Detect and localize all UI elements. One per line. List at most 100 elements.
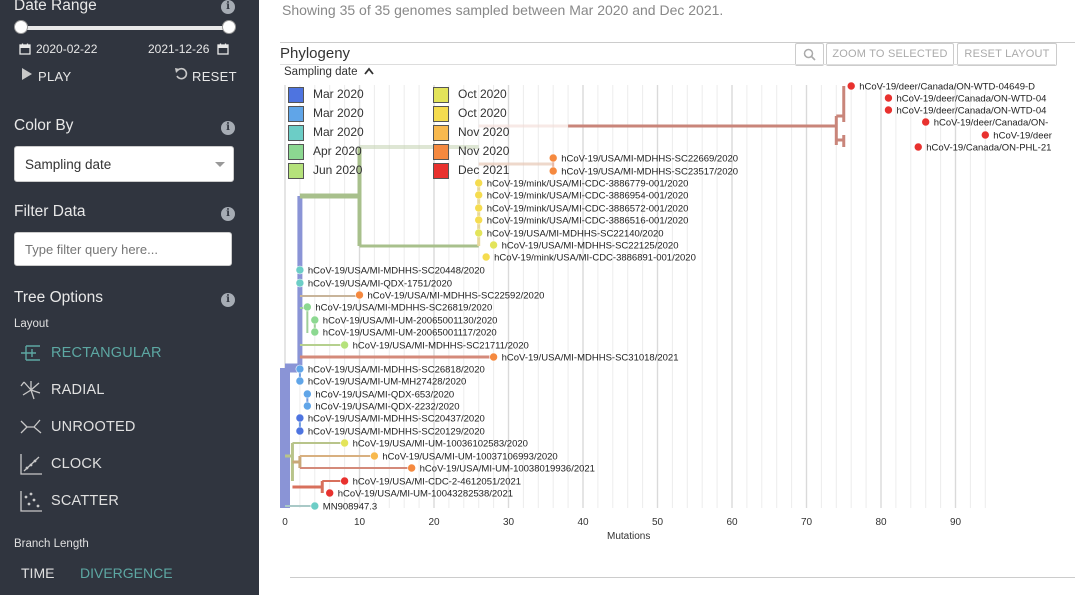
tip-marker[interactable] — [846, 81, 856, 91]
legend-title-toggle[interactable]: Sampling date — [284, 66, 374, 78]
legend-swatch[interactable] — [288, 125, 304, 141]
tip-label[interactable]: hCoV-19/USA/MI-QDX-2232/2020 — [315, 402, 459, 413]
tip-label[interactable]: hCoV-19/USA/MI-MDHHS-SC26818/2020 — [308, 365, 485, 376]
tip-marker[interactable] — [474, 190, 483, 200]
reset-button[interactable]: RESET — [174, 66, 237, 86]
tip-marker[interactable] — [474, 215, 483, 225]
tip-marker[interactable] — [921, 117, 931, 127]
play-button[interactable]: PLAY — [20, 66, 90, 86]
legend-label[interactable]: Apr 2020 — [313, 144, 362, 158]
legend-label[interactable]: Nov 2020 — [458, 144, 510, 158]
tip-marker[interactable] — [489, 240, 498, 250]
tip-marker[interactable] — [340, 438, 349, 448]
branch-time-button[interactable]: TIME — [21, 565, 55, 581]
legend-swatch[interactable] — [433, 125, 449, 141]
tip-label[interactable]: hCoV-19/USA/MI-MDHHS-SC21711/2020 — [353, 341, 529, 352]
date-range-end-handle[interactable] — [222, 20, 236, 34]
tip-label[interactable]: hCoV-19/USA/MI-UM-10037106993/2020 — [382, 452, 557, 463]
date-range-start[interactable]: 2020-02-22 — [36, 42, 98, 56]
tip-label[interactable]: hCoV-19/USA/MI-QDX-1751/2020 — [308, 279, 452, 290]
legend-label[interactable]: Mar 2020 — [313, 87, 364, 101]
legend-swatch[interactable] — [433, 163, 449, 179]
tip-marker[interactable] — [474, 203, 483, 213]
legend-swatch[interactable] — [288, 144, 304, 160]
tip-marker[interactable] — [884, 105, 893, 115]
filter-data-info-icon[interactable]: i — [221, 207, 235, 221]
tip-label[interactable]: hCoV-19/USA/MI-MDHHS-SC20437/2020 — [308, 414, 485, 425]
tip-label[interactable]: hCoV-19/USA/MI-MDHHS-SC22125/2020 — [502, 241, 679, 252]
date-range-slider[interactable] — [21, 26, 229, 30]
reset-layout-button[interactable]: RESET LAYOUT — [957, 43, 1057, 66]
tip-label[interactable]: hCoV-19/deer/Canada/ON-WTD-04649-D — [859, 82, 1035, 93]
tip-label[interactable]: hCoV-19/USA/MI-CDC-2-4612051/2021 — [353, 477, 521, 488]
legend-label[interactable]: Dec 2021 — [458, 163, 510, 177]
date-range-start-handle[interactable] — [14, 20, 28, 34]
tip-label[interactable]: hCoV-19/USA/MI-UM-20065001130/2020 — [323, 316, 498, 327]
legend-swatch[interactable] — [288, 163, 304, 179]
tree-options-info-icon[interactable]: i — [221, 293, 235, 307]
tip-marker[interactable] — [340, 476, 349, 486]
legend-label[interactable]: Oct 2020 — [458, 87, 507, 101]
tip-label[interactable]: hCoV-19/deer/Canada/ON-WTD-04 — [896, 94, 1046, 105]
tip-marker[interactable] — [340, 340, 349, 350]
tip-marker[interactable] — [303, 389, 312, 399]
layout-unrooted-button[interactable]: UNROOTED — [18, 415, 218, 441]
date-range-end[interactable]: 2021-12-26 — [148, 42, 210, 56]
layout-radial-button[interactable]: RADIAL — [18, 378, 218, 404]
tip-label[interactable]: hCoV-19/USA/MI-MDHHS-SC31018/2021 — [502, 353, 679, 364]
tip-marker[interactable] — [310, 315, 320, 325]
legend-swatch[interactable] — [433, 106, 449, 122]
legend-swatch[interactable] — [433, 144, 449, 160]
tip-label[interactable]: hCoV-19/mink/USA/MI-CDC-3886572-001/2020 — [487, 204, 689, 215]
tip-marker[interactable] — [370, 451, 379, 461]
tip-marker[interactable] — [310, 501, 320, 511]
tip-marker[interactable] — [548, 153, 558, 163]
tip-marker[interactable] — [310, 327, 320, 337]
tip-label[interactable]: hCoV-19/USA/MI-MDHHS-SC22669/2020 — [561, 154, 738, 165]
tip-marker[interactable] — [407, 463, 416, 473]
layout-scatter-button[interactable]: SCATTER — [18, 489, 218, 515]
legend-label[interactable]: Nov 2020 — [458, 125, 510, 139]
tip-marker[interactable] — [325, 488, 334, 498]
branch-divergence-button[interactable]: DIVERGENCE — [80, 565, 173, 581]
zoom-to-selected-button[interactable]: ZOOM TO SELECTED — [826, 43, 954, 66]
tip-label[interactable]: hCoV-19/USA/MI-MDHHS-SC20129/2020 — [308, 427, 485, 438]
tip-marker[interactable] — [481, 252, 491, 262]
tip-label[interactable]: hCoV-19/mink/USA/MI-CDC-3886891-001/2020 — [494, 253, 696, 264]
tip-marker[interactable] — [913, 142, 923, 152]
layout-rectangular-button[interactable]: RECTANGULAR — [18, 341, 218, 367]
color-by-info-icon[interactable]: i — [221, 121, 235, 135]
layout-clock-button[interactable]: CLOCK — [18, 452, 218, 478]
legend-label[interactable]: Jun 2020 — [313, 163, 363, 177]
tip-label[interactable]: hCoV-19/deer — [993, 131, 1052, 142]
tip-label[interactable]: hCoV-19/USA/MI-UM-10036102583/2020 — [353, 439, 528, 450]
tip-marker[interactable] — [295, 376, 305, 386]
tip-label[interactable]: hCoV-19/USA/MI-MDHHS-SC26819/2020 — [315, 303, 492, 314]
tip-label[interactable]: hCoV-19/deer/Canada/ON- — [934, 118, 1049, 129]
tip-marker[interactable] — [303, 302, 312, 312]
tip-label[interactable]: hCoV-19/mink/USA/MI-CDC-3886954-001/2020 — [487, 191, 689, 202]
legend-swatch[interactable] — [288, 106, 304, 122]
tip-marker[interactable] — [295, 364, 305, 374]
tip-label[interactable]: hCoV-19/USA/MI-MDHHS-SC20448/2020 — [308, 266, 485, 277]
tip-label[interactable]: hCoV-19/USA/MI-QDX-653/2020 — [315, 390, 454, 401]
tip-marker[interactable] — [548, 166, 558, 176]
legend-swatch[interactable] — [288, 87, 304, 103]
zoom-search-button[interactable] — [795, 43, 824, 66]
legend-label[interactable]: Mar 2020 — [313, 106, 364, 120]
tip-marker[interactable] — [295, 278, 305, 288]
legend-label[interactable]: Mar 2020 — [313, 125, 364, 139]
tip-label[interactable]: MN908947.3 — [323, 502, 377, 513]
filter-input[interactable] — [14, 232, 232, 266]
tip-label[interactable]: hCoV-19/USA/MI-UM-MH27428/2020 — [308, 377, 466, 388]
tip-marker[interactable] — [295, 265, 305, 275]
tip-marker[interactable] — [295, 413, 305, 423]
tip-label[interactable]: hCoV-19/USA/MI-UM-10038019936/2021 — [420, 464, 595, 475]
tip-label[interactable]: hCoV-19/USA/MI-MDHHS-SC22592/2020 — [368, 291, 545, 302]
tip-marker[interactable] — [980, 130, 990, 140]
tip-label[interactable]: hCoV-19/USA/MI-MDHHS-SC22140/2020 — [487, 229, 664, 240]
tip-label[interactable]: hCoV-19/USA/MI-UM-20065001117/2020 — [323, 328, 497, 339]
tip-label[interactable]: hCoV-19/mink/USA/MI-CDC-3886779-001/2020 — [487, 179, 689, 190]
tip-label[interactable]: hCoV-19/deer/Canada/ON-WTD-04 — [896, 106, 1046, 117]
date-range-info-icon[interactable]: i — [221, 0, 235, 14]
